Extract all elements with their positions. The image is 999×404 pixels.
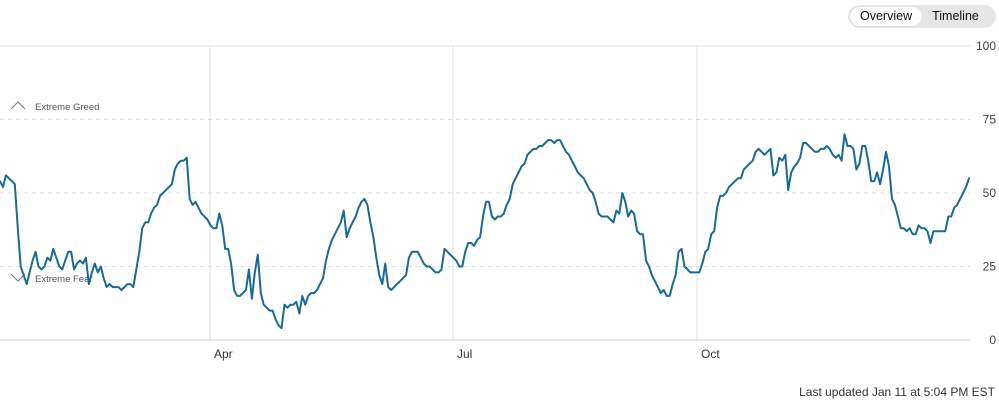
y-tick-0: 0 (989, 333, 996, 347)
view-toggle: Overview Timeline (848, 5, 996, 28)
band-label-extreme-greed: Extreme Greed (35, 102, 99, 113)
fear-greed-chart: 0 25 50 75 100 Apr Jul Oct Extreme Greed Ext… (0, 39, 996, 361)
x-tick-jul: Jul (457, 347, 472, 361)
x-tick-labels: Apr Jul Oct (214, 347, 720, 361)
chevron-down-icon (10, 273, 26, 282)
y-tick-75: 75 (983, 113, 997, 127)
y-tick-50: 50 (983, 186, 997, 200)
chevron-up-icon (10, 101, 26, 110)
band-label-extreme-fear: Extreme Fear (35, 274, 93, 285)
timeline-tab[interactable]: Timeline (932, 9, 979, 23)
last-updated-text: Last updated Jan 11 at 5:04 PM EST (799, 385, 995, 399)
horizontal-gridlines (0, 45, 970, 341)
y-tick-100: 100 (976, 39, 996, 53)
band-extreme-greed: Extreme Greed (10, 101, 99, 113)
x-tick-oct: Oct (701, 347, 720, 361)
y-tick-labels: 0 25 50 75 100 (976, 39, 996, 347)
series-line (0, 133, 970, 330)
y-tick-25: 25 (983, 260, 997, 274)
band-extreme-fear: Extreme Fear (10, 273, 93, 285)
overview-tab[interactable]: Overview (850, 7, 923, 26)
x-tick-apr: Apr (214, 347, 233, 361)
